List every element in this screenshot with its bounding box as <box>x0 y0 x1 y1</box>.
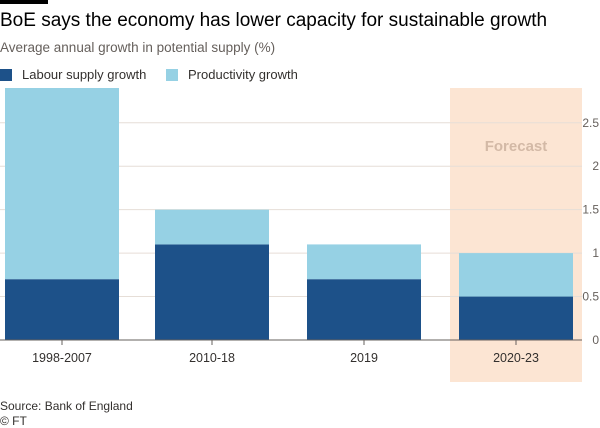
copyright-credit: © FT <box>0 414 27 428</box>
y-tick-label-2-5: 2.5 <box>582 116 599 130</box>
legend-swatch-labour <box>0 69 12 81</box>
y-tick-label-1: 1 <box>592 246 599 260</box>
source-note: Source: Bank of England <box>0 399 133 413</box>
x-tick-label-1998-2007: 1998-2007 <box>32 351 92 365</box>
legend-item-productivity: Productivity growth <box>166 68 298 82</box>
y-tick-label-2: 2 <box>592 159 599 173</box>
title-accent-bar <box>0 0 48 4</box>
legend-label-labour: Labour supply growth <box>22 67 147 82</box>
y-tick-label-0: 0 <box>592 333 599 347</box>
bar-labour-2019 <box>307 279 421 340</box>
legend-label-productivity: Productivity growth <box>188 67 298 82</box>
chart-title: BoE says the economy has lower capacity … <box>0 10 548 31</box>
bar-labour-2020-23 <box>459 296 573 340</box>
x-tick-label-2010-18: 2010-18 <box>189 351 235 365</box>
y-tick-label-0-5: 0.5 <box>582 290 599 304</box>
bar-labour-2010-18 <box>155 244 269 340</box>
legend-swatch-productivity <box>166 69 178 81</box>
bar-productivity-2020-23 <box>459 253 573 297</box>
legend-item-labour: Labour supply growth <box>0 68 146 82</box>
bar-productivity-2019 <box>307 244 421 280</box>
chart-subtitle: Average annual growth in potential suppl… <box>0 40 276 55</box>
bar-productivity-2010-18 <box>155 209 269 245</box>
x-tick-label-2020-23: 2020-23 <box>493 351 539 365</box>
x-tick-label-2019: 2019 <box>350 351 378 365</box>
bar-labour-1998-2007 <box>5 279 119 340</box>
bar-productivity-1998-2007 <box>5 88 119 280</box>
forecast-label: Forecast <box>485 138 548 155</box>
y-tick-label-1-5: 1.5 <box>582 203 599 217</box>
